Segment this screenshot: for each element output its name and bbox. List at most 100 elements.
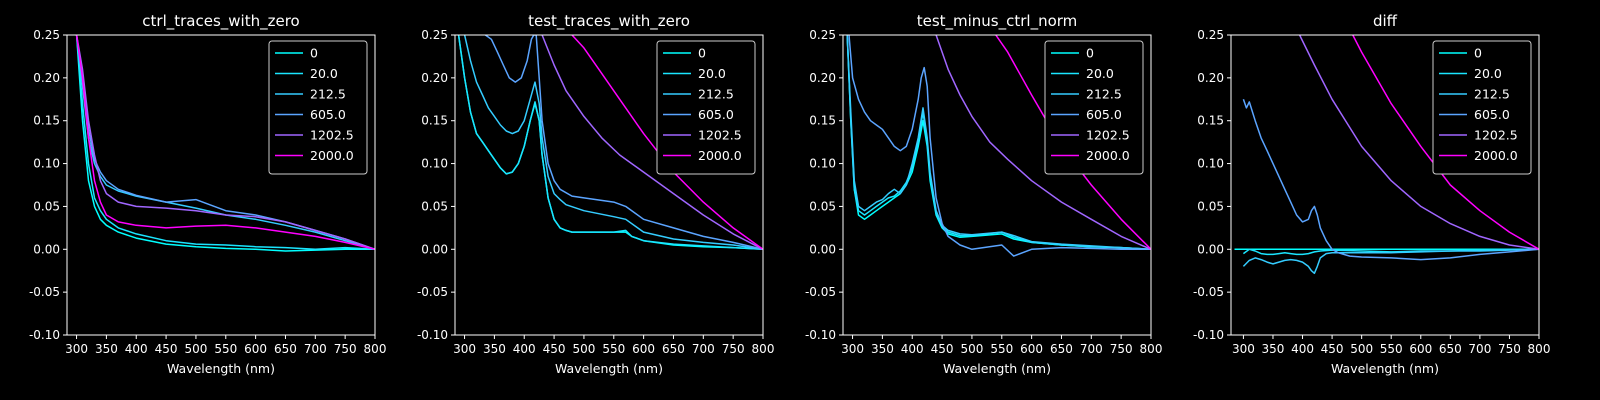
series-line-3 (848, 35, 1151, 257)
x-tick-label: 650 (662, 342, 685, 356)
y-tick-label: 0.25 (809, 28, 836, 42)
legend-label-4: 1202.5 (1474, 128, 1518, 143)
y-tick-label: 0.05 (33, 199, 60, 213)
series-line-4 (75, 35, 375, 251)
x-tick-label: 450 (155, 342, 178, 356)
y-tick-label: 0.20 (33, 71, 60, 85)
legend-label-0: 0 (1086, 46, 1094, 61)
chart-panel-3: diff 300 350 400 450 500 550 600 650 700 750 800 -0.… (1193, 12, 1551, 376)
x-tick-label: 700 (1080, 342, 1103, 356)
legend-label-3: 605.0 (310, 107, 346, 122)
legend-label-1: 20.0 (1474, 66, 1502, 81)
axes-frame (842, 34, 1152, 336)
y-tick-label: 0.20 (1197, 71, 1224, 85)
series-line-4 (935, 35, 1151, 250)
series-group (1234, 35, 1539, 275)
x-tick-label: 700 (692, 342, 715, 356)
axes-frame (66, 34, 376, 336)
legend-label-0: 0 (698, 46, 706, 61)
y-tick-label: -0.10 (1193, 328, 1224, 342)
series-group (846, 35, 1151, 257)
x-tick-label: 800 (1140, 342, 1163, 356)
x-tick-label: 550 (602, 342, 625, 356)
y-tick-label: -0.05 (805, 285, 836, 299)
x-tick-label: 400 (1291, 342, 1314, 356)
legend-label-5: 2000.0 (1086, 148, 1130, 163)
x-tick-label: 350 (95, 342, 118, 356)
y-tick-label: 0.20 (421, 71, 448, 85)
legend-label-4: 1202.5 (1086, 128, 1130, 143)
series-line-5 (571, 35, 763, 250)
axes-frame (454, 34, 764, 336)
legend-label-1: 20.0 (698, 66, 726, 81)
x-tick-label: 300 (65, 342, 88, 356)
y-tick-label: 0.25 (421, 28, 448, 42)
x-tick-label: 650 (1439, 342, 1462, 356)
y-tick-label: -0.05 (1193, 285, 1224, 299)
x-tick-label: 300 (1232, 342, 1255, 356)
y-tick-label: 0.10 (33, 157, 60, 171)
y-tick-label: 0.10 (809, 157, 836, 171)
chart-title: ctrl_traces_with_zero (142, 12, 299, 31)
legend-label-2: 212.5 (1086, 87, 1122, 102)
x-tick-label: 350 (483, 342, 506, 356)
x-axis-label: Wavelength (nm) (1331, 361, 1439, 376)
legend-label-1: 20.0 (310, 66, 338, 81)
x-tick-label: 450 (931, 342, 954, 356)
y-tick-label: 0.00 (33, 242, 60, 256)
chart-panel-1: test_traces_with_zero 300 350 400 450 500 550 6… (417, 12, 775, 376)
series-line-5 (75, 35, 375, 251)
y-tick-label: 0.05 (1197, 199, 1224, 213)
legend-label-3: 605.0 (1474, 107, 1510, 122)
x-tick-label: 350 (1262, 342, 1285, 356)
x-tick-label: 700 (1468, 342, 1491, 356)
legend: 0 20.0 212.5 605.0 1202.5 2000.0 (1432, 40, 1532, 175)
y-tick-label: 0.25 (1197, 28, 1224, 42)
y-tick-label: 0.15 (421, 114, 448, 128)
y-tick-label: 0.05 (809, 199, 836, 213)
y-tick-label: -0.10 (417, 328, 448, 342)
legend-label-2: 212.5 (698, 87, 734, 102)
legend-label-1: 20.0 (1086, 66, 1114, 81)
x-tick-label: 650 (1050, 342, 1073, 356)
series-line-2 (1242, 248, 1539, 275)
legend-label-4: 1202.5 (698, 128, 742, 143)
x-tick-label: 500 (572, 342, 595, 356)
y-tick-label: 0.20 (809, 71, 836, 85)
legend-label-0: 0 (310, 46, 318, 61)
series-line-0 (75, 35, 375, 252)
series-line-4 (1298, 35, 1539, 251)
chart-title: test_minus_ctrl_norm (917, 12, 1078, 31)
chart-panel-2: test_minus_ctrl_norm 300 350 400 450 500 550 60… (805, 12, 1163, 376)
series-line-4 (541, 35, 763, 250)
series-line-1 (457, 35, 763, 251)
x-tick-label: 750 (1110, 342, 1133, 356)
y-tick-label: 0.00 (809, 242, 836, 256)
x-tick-label: 450 (543, 342, 566, 356)
x-tick-label: 600 (1020, 342, 1043, 356)
series-line-2 (463, 35, 763, 251)
legend-label-3: 605.0 (698, 107, 734, 122)
y-tick-label: 0.00 (1197, 242, 1224, 256)
x-tick-label: 400 (125, 342, 148, 356)
legend-label-5: 2000.0 (310, 148, 354, 163)
y-tick-label: 0.15 (33, 114, 60, 128)
x-tick-label: 600 (1409, 342, 1432, 356)
x-axis-label: Wavelength (nm) (167, 361, 275, 376)
legend: 0 20.0 212.5 605.0 1202.5 2000.0 (1044, 40, 1144, 175)
x-tick-label: 800 (1528, 342, 1551, 356)
chart-title: diff (1373, 12, 1398, 30)
x-axis-label: Wavelength (nm) (943, 361, 1051, 376)
x-tick-label: 400 (901, 342, 924, 356)
y-tick-label: 0.15 (1197, 114, 1224, 128)
x-tick-label: 750 (334, 342, 357, 356)
x-tick-label: 500 (960, 342, 983, 356)
x-tick-label: 800 (364, 342, 387, 356)
y-tick-label: 0.25 (33, 28, 60, 42)
legend: 0 20.0 212.5 605.0 1202.5 2000.0 (268, 40, 368, 175)
legend-label-5: 2000.0 (1474, 148, 1518, 163)
y-tick-label: -0.10 (805, 328, 836, 342)
series-line-1 (75, 35, 375, 251)
chart-title: test_traces_with_zero (528, 12, 690, 31)
y-tick-label: -0.05 (29, 285, 60, 299)
